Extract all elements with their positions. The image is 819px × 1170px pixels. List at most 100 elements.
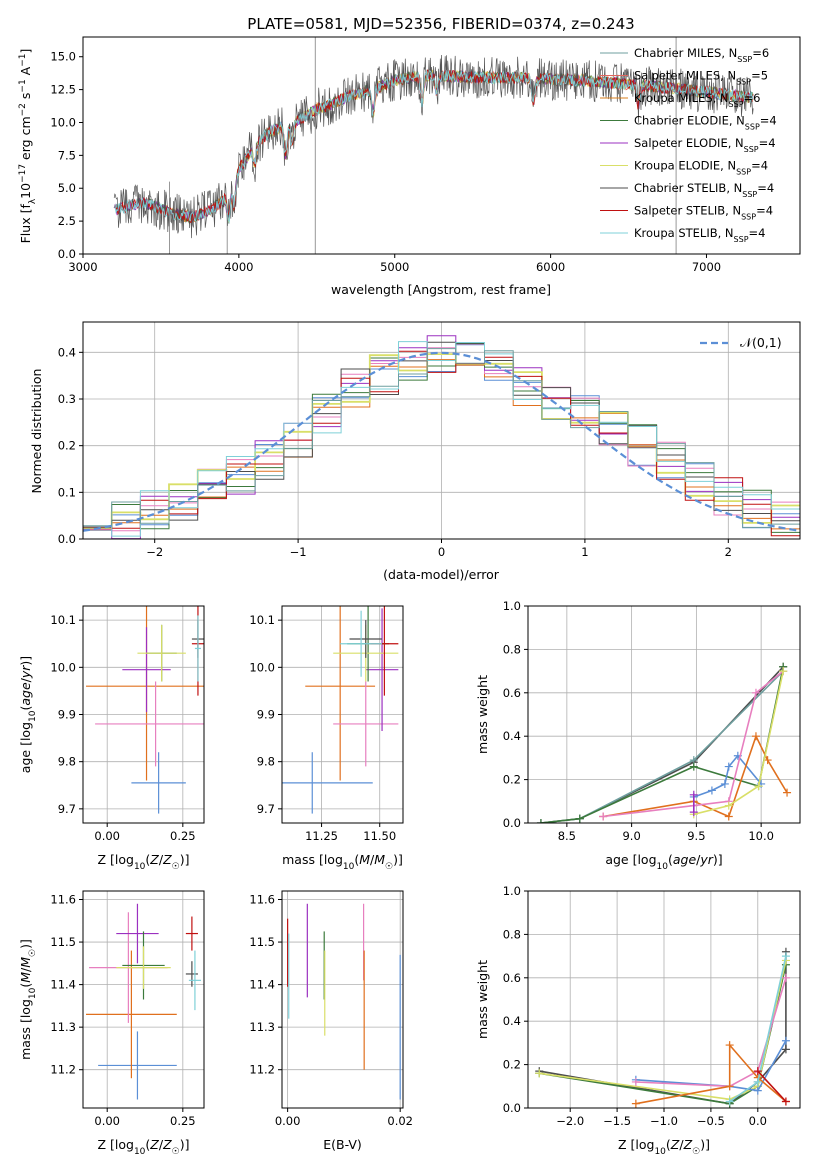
x-axis-label: mass [log10(M/M☉)]	[282, 852, 403, 872]
histogram-series	[83, 359, 800, 531]
x-tick-label: −2.0	[556, 1114, 584, 1128]
y-tick-label: 10.0	[50, 115, 76, 129]
series-line	[540, 666, 784, 823]
errorbar-point	[137, 624, 186, 682]
plot-area	[113, 37, 754, 254]
weight-series	[599, 732, 792, 821]
x-axis-label: wavelength [Angstrom, rest frame]	[331, 282, 551, 297]
histogram-series	[83, 335, 800, 539]
series-marker	[575, 814, 584, 823]
y-tick-label: 15.0	[50, 50, 76, 64]
weight-series	[725, 952, 790, 1106]
series-line	[635, 1040, 787, 1092]
y-tick-label: 0.4	[58, 345, 76, 359]
legend-entry: Kroupa STELIB, NSSP=4	[634, 226, 765, 244]
x-axis-label: (data-model)/error	[383, 567, 500, 582]
y-tick-label: 10.0	[249, 660, 275, 674]
spectrum-series	[114, 70, 754, 223]
x-tick-label: 0.00	[94, 829, 120, 843]
legend-entry: Chabrier MILES, NSSP=6	[634, 46, 769, 64]
x-tick-label: 2	[725, 545, 732, 559]
histogram-series	[83, 348, 800, 528]
y-tick-label: 11.5	[50, 935, 76, 949]
y-axis-label: mass [log10(M/M☉)]	[18, 939, 38, 1060]
legend-entry: Chabrier STELIB, NSSP=4	[634, 181, 774, 199]
legend-entry: Salpeter ELODIE, NSSP=4	[634, 136, 776, 154]
y-tick-label: 0.4	[503, 729, 521, 743]
panel-age-vs-Z: 0.00 0.25 9.7 9.8 9.9 10.0 10.1 Z [log10(Z/Z☉)]…	[18, 605, 205, 872]
x-tick-label: 9.0	[622, 829, 640, 843]
series-marker	[631, 1077, 640, 1086]
x-tick-label: 0.00	[94, 1114, 120, 1128]
series-line	[635, 977, 787, 1088]
series-marker	[720, 779, 729, 788]
y-tick-label: 0.8	[503, 642, 521, 656]
x-tick-label: −1	[290, 545, 307, 559]
x-tick-label: 4000	[224, 260, 253, 274]
y-tick-label: 0.2	[503, 1058, 521, 1072]
plot-area	[83, 322, 800, 539]
series-marker	[724, 812, 733, 821]
axes-frame	[82, 36, 801, 255]
weight-series	[753, 1067, 790, 1106]
series-marker	[535, 1069, 544, 1078]
errorbar-point	[349, 620, 383, 658]
y-tick-label: 9.9	[257, 708, 275, 722]
y-tick-label: 0.2	[503, 773, 521, 787]
y-tick-label: 12.5	[50, 83, 76, 97]
y-tick-label: 11.6	[249, 893, 275, 907]
y-tick-label: 0.0	[503, 816, 521, 830]
y-tick-label: 11.2	[50, 1063, 76, 1077]
y-axis-label: mass weight	[475, 960, 490, 1039]
legend: 𝒩(0,1)	[700, 335, 782, 350]
y-tick-label: 9.8	[257, 755, 275, 769]
y-tick-label: 0.0	[503, 1101, 521, 1115]
axes-frame	[527, 605, 801, 824]
series-marker	[724, 801, 733, 810]
y-tick-label: 1.0	[503, 884, 521, 898]
x-tick-label: 11.50	[363, 829, 396, 843]
series-line	[602, 734, 788, 818]
plot-area	[282, 606, 403, 823]
figure-title: PLATE=0581, MJD=52356, FIBERID=0374, z=0…	[247, 15, 634, 33]
y-tick-label: 5.0	[58, 181, 76, 195]
errorbar-point	[131, 752, 186, 814]
legend-entry: Kroupa ELODIE, NSSP=4	[634, 159, 768, 177]
histogram-series	[83, 343, 800, 533]
series-marker	[751, 732, 760, 741]
y-tick-label: 9.7	[257, 802, 275, 816]
x-tick-label: 10.0	[748, 829, 774, 843]
y-tick-label: 0.4	[503, 1014, 521, 1028]
normal-curve	[83, 351, 800, 532]
y-tick-label: 10.0	[50, 660, 76, 674]
errorbar-point	[185, 961, 198, 987]
errorbar-point	[95, 681, 204, 767]
y-tick-label: 9.9	[58, 708, 76, 722]
series-line	[540, 666, 784, 823]
x-axis-label: Z [log10(Z/Z☉)]	[618, 1137, 710, 1157]
errorbar-point	[185, 916, 198, 951]
y-tick-label: 11.5	[249, 935, 275, 949]
series-marker	[725, 1097, 734, 1106]
errorbar-point	[305, 606, 376, 781]
y-tick-label: 11.2	[249, 1063, 275, 1077]
legend: Chabrier MILES, NSSP=6 Salpeter MILES, NS…	[600, 46, 777, 244]
legend-entry: Salpeter MILES, NSSP=5	[634, 69, 768, 87]
weight-series	[536, 662, 788, 823]
y-axis-label: Flux [fλ10−17 erg cm−2 s−1 A−1]	[18, 49, 38, 244]
errorbar-point	[116, 946, 171, 989]
x-tick-label: 1	[581, 545, 588, 559]
x-tick-label: 7000	[692, 260, 721, 274]
series-marker	[725, 1082, 734, 1091]
plot-area	[282, 891, 403, 1108]
x-tick-label: 11.25	[305, 829, 338, 843]
x-tick-label: 8.5	[558, 829, 576, 843]
legend-entry: Salpeter STELIB, NSSP=4	[634, 204, 773, 222]
x-axis-label: Z [log10(Z/Z☉)]	[97, 852, 189, 872]
series-marker	[781, 1097, 790, 1106]
series-line	[693, 670, 784, 816]
y-tick-label: 0.1	[58, 485, 76, 499]
panel-mass-vs-EBV: 0.00 0.02 11.2 11.3 11.4 11.5 11.6 E(B-V)	[249, 890, 413, 1152]
series-line	[539, 960, 787, 1101]
errorbar-point	[333, 681, 399, 767]
